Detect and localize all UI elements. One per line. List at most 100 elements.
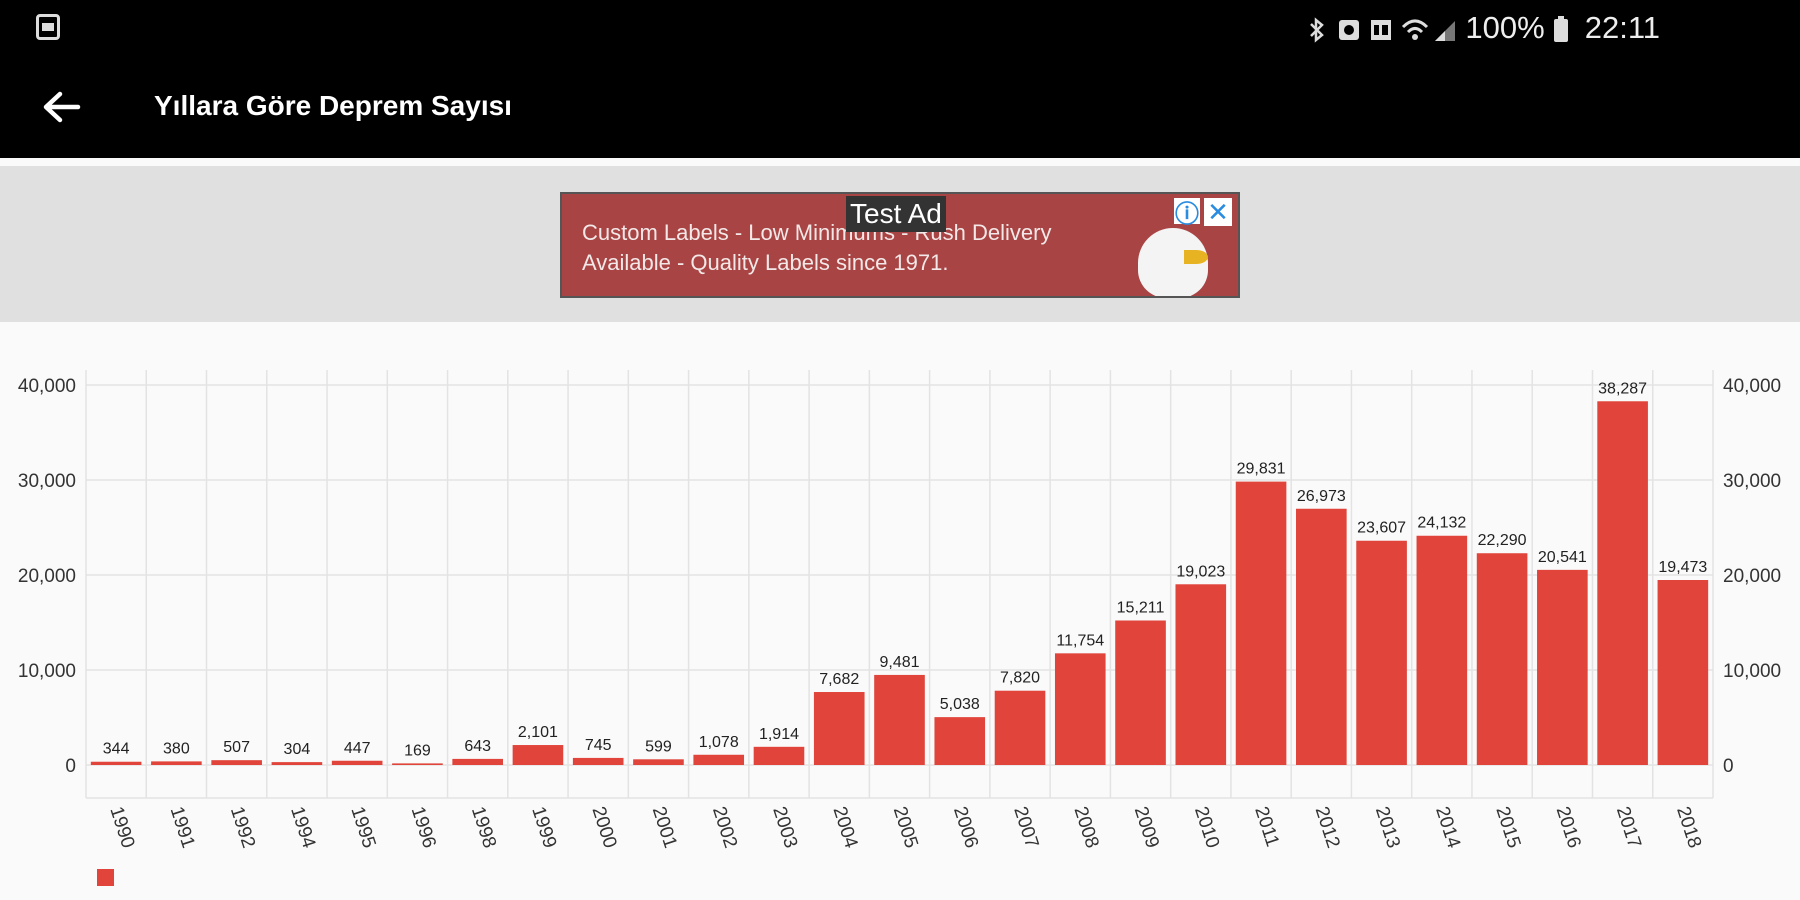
bar-2007 [994,690,1046,765]
bar-1990 [90,761,142,765]
bar-value-label: 19,473 [1658,559,1707,576]
bar-1995 [331,760,383,765]
bar-value-label: 1,914 [759,726,799,743]
bar-1996 [392,763,443,765]
y-tick-label-left: 30,000 [18,471,76,492]
bar-value-label: 38,287 [1598,380,1647,397]
signal-icon [1433,15,1457,41]
x-tick-label: 1998 [467,804,500,851]
battery-icon [1553,15,1577,42]
y-tick-label-right: 40,000 [1723,376,1781,397]
bar-2013 [1356,540,1407,765]
bar-1998 [452,758,503,765]
battery-percent: 100% [1465,10,1545,45]
bar-2011 [1235,481,1287,765]
bar-1994 [271,762,323,765]
bar-2002 [693,754,745,765]
bar-2012 [1296,508,1347,765]
bar-value-label: 507 [223,739,250,756]
bar-value-label: 380 [163,740,190,757]
bar-value-label: 23,607 [1357,520,1406,537]
bar-value-label: 344 [103,741,130,758]
x-tick-label: 1992 [226,804,259,851]
bar-2010 [1175,584,1227,765]
bar-1999 [512,745,564,765]
bluetooth-icon [1305,15,1329,43]
x-tick-label: 2005 [889,804,922,851]
bar-value-label: 20,541 [1538,549,1587,566]
bar-value-label: 26,973 [1297,488,1346,505]
bar-2004 [813,692,865,765]
chart-bars [90,401,1709,765]
bar-value-label: 745 [585,737,612,754]
bar-2014 [1416,535,1468,765]
bar-2001 [633,759,684,765]
x-tick-label: 1999 [527,804,560,851]
earthquake-count-chart: 0 10,000 20,000 30,000 40,000 0 10,000 20,000 3… [18,370,1781,851]
close-icon[interactable]: ✕ [1204,197,1232,227]
x-tick-label: 2010 [1190,804,1223,851]
y-tick-label-right: 10,000 [1723,661,1781,682]
bar-value-label: 11,754 [1056,632,1104,649]
x-tick-label: 2016 [1552,804,1585,851]
y-axis-right: 0 10,000 20,000 30,000 40,000 [1723,376,1781,777]
clock: 22:11 [1584,10,1660,45]
bar-value-label: 24,132 [1417,515,1466,532]
bar-2009 [1115,620,1166,765]
x-tick-label: 2017 [1612,804,1645,851]
x-tick-label: 2011 [1250,804,1283,849]
y-tick-label-right: 30,000 [1723,471,1781,492]
bar-value-label: 643 [464,738,491,755]
bar-1991 [151,761,202,765]
info-icon[interactable]: ⓘ [1174,198,1200,228]
x-tick-label: 1991 [166,804,199,851]
y-tick-label-right: 0 [1723,756,1734,777]
x-tick-label: 2015 [1491,804,1524,851]
bar-value-label: 1,078 [699,734,739,751]
alarm-icon [1337,15,1361,41]
x-tick-label: 2003 [768,804,801,851]
x-tick-label: 1996 [407,804,440,851]
eagle-beak-shape [1184,250,1208,264]
y-tick-label-right: 20,000 [1723,566,1781,587]
x-tick-label: 2004 [828,804,861,851]
x-tick-label: 2008 [1070,804,1103,851]
x-tick-label: 1994 [286,804,319,851]
ad-banner[interactable]: Custom Labels - Low Minimums - Rush Deli… [560,192,1240,298]
bar-2015 [1476,553,1528,765]
status-indicators: 100% 22:11 [1305,8,1660,48]
page-title: Yıllara Göre Deprem Sayısı [154,90,512,121]
x-tick-label: 1990 [105,804,138,851]
bar-value-label: 447 [344,740,371,757]
x-tick-label: 1995 [346,804,379,851]
bar-1992 [211,760,262,765]
x-axis-labels: 1990 1991 1992 1994 1995 1996 1998 1999 2000 2001… [105,804,1705,851]
x-tick-label: 2007 [1009,804,1042,851]
x-tick-label: 2009 [1130,804,1163,851]
x-tick-label: 2014 [1431,804,1464,851]
app-notification-icon [36,14,60,40]
bar-value-label: 599 [645,738,672,755]
x-tick-label: 2006 [949,804,982,851]
bar-value-label: 2,101 [518,724,558,741]
bar-value-label: 29,831 [1237,461,1286,478]
x-tick-label: 2018 [1672,804,1705,851]
bar-value-label: 304 [284,741,311,758]
bar-2016 [1537,569,1588,765]
back-arrow-icon[interactable] [40,86,82,128]
bar-2000 [572,757,624,765]
bar-value-label: 22,290 [1478,532,1527,549]
app-bar: Yıllara Göre Deprem Sayısı [0,56,1800,158]
bar-2008 [1054,653,1106,765]
hd-icon [1369,15,1393,41]
y-tick-label-left: 0 [65,756,76,777]
bar-2017 [1597,401,1648,765]
x-tick-label: 2001 [648,804,681,851]
bar-value-label: 169 [404,742,431,759]
bar-value-label: 19,023 [1176,563,1225,580]
x-tick-label: 2013 [1371,804,1404,851]
x-tick-label: 2012 [1311,804,1344,851]
legend-swatch [97,869,114,886]
bar-value-label: 7,820 [1000,670,1040,687]
bar-2018 [1657,580,1709,765]
